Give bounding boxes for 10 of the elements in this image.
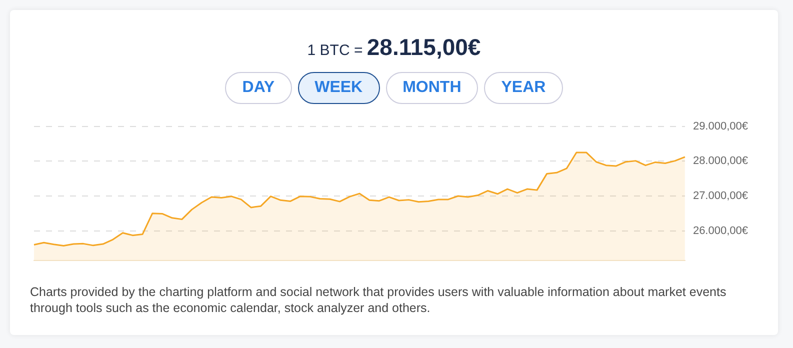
- y-tick-label: 26.000,00€: [692, 224, 748, 237]
- y-tick-label: 29.000,00€: [692, 120, 748, 132]
- text: YEAR: [484, 72, 563, 104]
- chart-title: 1 BTC = 28.115,00€: [307, 34, 481, 60]
- y-tick-label: 28.000,00€: [692, 155, 748, 168]
- text: DAY: [225, 72, 292, 104]
- text: WEEK: [298, 72, 380, 104]
- y-tick-label: 27.000,00€: [692, 190, 748, 202]
- text: MONTH: [386, 72, 478, 104]
- text: Charts provided by the charting platform and social network that provides users with valuable information about market events through tools such as the economic calendar, stock analyzer and others.: [30, 284, 728, 316]
